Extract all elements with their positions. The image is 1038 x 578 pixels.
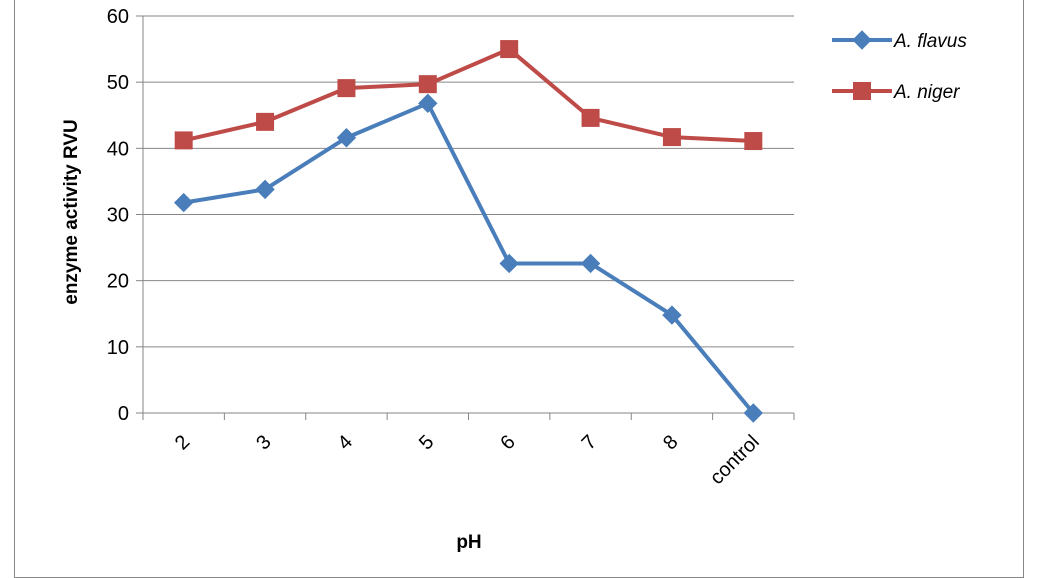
y-tick-label: 50	[107, 72, 129, 94]
data-point	[336, 128, 357, 148]
y-tick-label: 20	[107, 271, 129, 293]
x-tick-label: control	[706, 431, 764, 489]
y-tick-label: 60	[107, 6, 129, 28]
axes	[142, 16, 795, 420]
data-point	[418, 93, 438, 114]
y-axis-label: enzyme activity RVU	[61, 119, 82, 305]
x-tick-labels: 2 3 4 5 6 7 8 control	[171, 431, 764, 489]
series-a-niger	[174, 40, 763, 151]
data-point	[580, 253, 601, 274]
data-point	[581, 108, 600, 127]
y-tick-label: 10	[107, 337, 129, 359]
legend-label: A. niger	[893, 82, 960, 103]
legend-label: A. flavus	[893, 31, 967, 52]
x-tick-label: 6	[496, 431, 519, 454]
data-point	[662, 305, 682, 325]
x-tick-label: 4	[334, 431, 357, 454]
legend-marker	[852, 30, 872, 50]
x-tick-label: 3	[252, 431, 275, 454]
data-point	[173, 192, 194, 213]
data-point	[662, 128, 681, 147]
data-point	[743, 403, 764, 423]
legend: A. flavus A. niger	[832, 30, 967, 103]
y-tick-label: 0	[118, 403, 129, 425]
gridlines	[136, 15, 794, 414]
series-line	[183, 47, 754, 144]
x-tick-label: 5	[415, 431, 438, 454]
y-tick-label: 30	[107, 205, 129, 227]
data-point	[174, 131, 193, 150]
legend-item: A. flavus	[832, 30, 967, 52]
series-a-flavus	[173, 93, 764, 423]
data-point	[255, 179, 275, 200]
data-point	[337, 79, 356, 98]
legend-item: A. niger	[832, 82, 960, 103]
series-group	[173, 40, 764, 423]
x-tick-label: 2	[171, 431, 194, 454]
series-line	[183, 101, 755, 415]
legend-marker	[853, 82, 871, 100]
data-point	[500, 40, 519, 59]
x-tick-label: 7	[578, 431, 601, 454]
x-tick-label: 8	[659, 431, 682, 454]
data-point	[418, 75, 437, 94]
data-point	[499, 253, 519, 274]
data-point	[744, 132, 763, 151]
y-tick-labels: 0 10 20 30 40 50 60	[107, 6, 129, 425]
x-axis-label: pH	[456, 532, 481, 553]
data-point	[256, 112, 275, 131]
y-tick-label: 40	[107, 138, 129, 160]
